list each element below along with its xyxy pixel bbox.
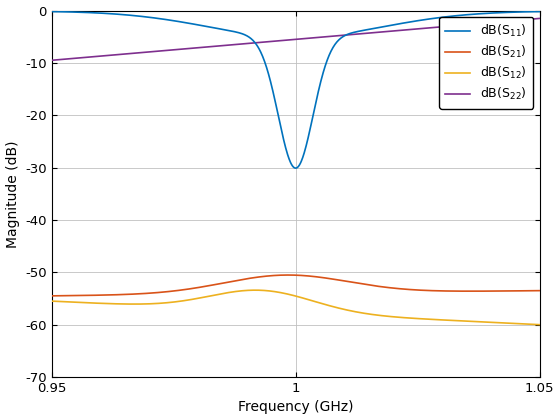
Y-axis label: Magnitude (dB): Magnitude (dB): [6, 140, 20, 247]
Legend: dB(S$_{11}$), dB(S$_{21}$), dB(S$_{12}$), dB(S$_{22}$): dB(S$_{11}$), dB(S$_{21}$), dB(S$_{12}$)…: [439, 17, 534, 109]
X-axis label: Frequency (GHz): Frequency (GHz): [238, 400, 353, 415]
